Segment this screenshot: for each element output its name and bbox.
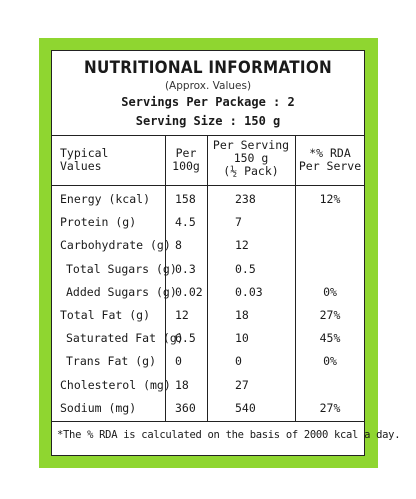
nutrient-name: Sodium (mg) xyxy=(60,400,137,415)
rda-footnote: *The % RDA is calculated on the basis of… xyxy=(57,429,401,441)
value-rda: 45% xyxy=(319,331,341,346)
value-per-100g: 0.3 xyxy=(175,261,196,276)
value-per-serving: 540 xyxy=(235,400,256,415)
table-bottom-rule xyxy=(52,421,364,422)
nutrient-name: Protein (g) xyxy=(60,215,137,230)
value-per-100g: 8 xyxy=(175,238,182,253)
column-divider xyxy=(165,135,166,421)
serving-size: Serving Size : 150 g xyxy=(135,114,281,128)
nutrient-name: Carbohydrate (g) xyxy=(60,238,171,253)
value-per-100g: 18 xyxy=(175,377,189,392)
servings-per-package: Servings Per Package : 2 xyxy=(121,95,295,109)
value-per-serving: 10 xyxy=(235,331,249,346)
nutrition-panel: NUTRITIONAL INFORMATION (Approx. Values)… xyxy=(51,50,401,456)
nutrient-name: Energy (kcal) xyxy=(60,192,151,206)
approx-values-note: (Approx. Values) xyxy=(164,80,252,92)
value-per-serving: 238 xyxy=(235,192,256,206)
value-per-100g: 158 xyxy=(175,192,196,206)
value-rda: 27% xyxy=(319,400,341,415)
value-per-100g: 0 xyxy=(175,354,182,369)
value-per-serving: 7 xyxy=(235,215,242,230)
value-per-100g: 6.5 xyxy=(175,331,196,346)
table-header-rule xyxy=(52,185,364,186)
value-rda: 0% xyxy=(323,354,337,369)
value-per-serving: 27 xyxy=(235,377,249,392)
value-per-serving: 0 xyxy=(235,354,242,369)
column-divider xyxy=(295,135,296,421)
value-per-100g: 0.02 xyxy=(175,284,203,299)
nutrient-name: Total Fat (g) xyxy=(60,308,151,322)
nutrient-name: Trans Fat (g) xyxy=(66,354,157,369)
nutrient-name: Total Sugars (g) xyxy=(66,261,177,276)
column-header-per-100g: Per 100g xyxy=(172,146,200,173)
column-divider xyxy=(207,135,208,421)
value-rda: 12% xyxy=(319,192,341,206)
table-top-rule xyxy=(52,135,364,136)
value-per-serving: 18 xyxy=(235,308,249,322)
value-rda: 27% xyxy=(319,308,341,322)
value-per-serving: 0.03 xyxy=(235,284,263,299)
nutrient-name: Cholesterol (mg) xyxy=(60,377,171,392)
value-per-100g: 4.5 xyxy=(175,215,196,230)
value-per-serving: 0.5 xyxy=(235,261,256,276)
nutrition-title: NUTRITIONAL INFORMATION xyxy=(84,58,332,77)
column-header-typical-values: Typical Values xyxy=(60,146,109,173)
nutrient-name: Saturated Fat (g) xyxy=(66,331,184,346)
value-per-100g: 12 xyxy=(175,308,189,322)
column-header-per-serving: Per Serving 150 g (½ Pack) xyxy=(212,138,290,178)
value-per-100g: 360 xyxy=(175,400,196,415)
column-header-rda: *% RDA Per Serve xyxy=(298,146,362,173)
value-rda: 0% xyxy=(323,284,337,299)
value-per-serving: 12 xyxy=(235,238,249,253)
nutrient-name: Added Sugars (g) xyxy=(66,284,177,299)
